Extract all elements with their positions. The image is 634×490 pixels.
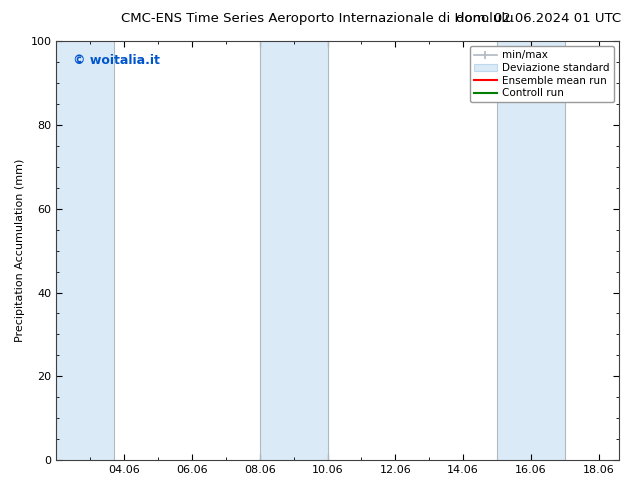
Text: CMC-ENS Time Series Aeroporto Internazionale di Honolulu: CMC-ENS Time Series Aeroporto Internazio… [120, 12, 514, 25]
Y-axis label: Precipitation Accumulation (mm): Precipitation Accumulation (mm) [15, 159, 25, 343]
Bar [260, 41, 328, 460]
Legend: min/max, Deviazione standard, Ensemble mean run, Controll run: min/max, Deviazione standard, Ensemble m… [470, 46, 614, 102]
Text: © woitalia.it: © woitalia.it [74, 53, 160, 67]
Bar [56, 41, 114, 460]
Text: dom. 02.06.2024 01 UTC: dom. 02.06.2024 01 UTC [456, 12, 621, 25]
Bar [497, 41, 565, 460]
